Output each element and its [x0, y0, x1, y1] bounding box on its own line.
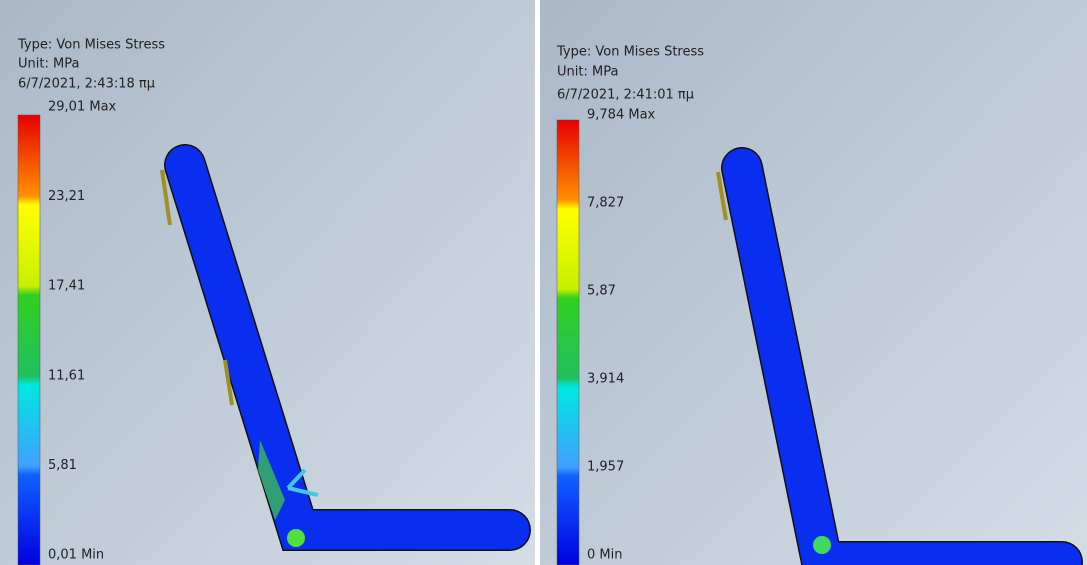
legend-label: 17,41: [48, 279, 85, 294]
legend-label: 3,914: [587, 372, 624, 387]
result-type: Type: Von Mises Stress: [556, 45, 704, 60]
result-type: Type: Von Mises Stress: [17, 38, 165, 53]
screenshot: Type: Von Mises Stress Unit: MPa 6/7/202…: [0, 0, 1087, 565]
legend-label: 9,784 Max: [587, 108, 656, 123]
legend-label: 5,81: [48, 458, 77, 473]
stress-hotspot: [813, 536, 831, 554]
legend-label: 5,87: [587, 284, 616, 299]
legend-label: 1,957: [587, 460, 624, 475]
unit: Unit: MPa: [18, 57, 79, 72]
legend-label: 0,01 Min: [48, 548, 104, 563]
legend-label: 29,01 Max: [48, 100, 117, 115]
timestamp: 6/7/2021, 2:41:01 πμ: [557, 88, 694, 103]
timestamp: 6/7/2021, 2:43:18 πμ: [18, 77, 155, 92]
page: Type: Von Mises Stress Unit: MPa 6/7/202…: [0, 0, 1087, 565]
unit: Unit: MPa: [557, 65, 618, 80]
legend-label: 0 Min: [587, 548, 622, 563]
color-scale: [557, 120, 579, 565]
legend-label: 11,61: [48, 368, 85, 383]
divider: [535, 0, 540, 565]
legend-label: 7,827: [587, 196, 624, 211]
legend-label: 23,21: [48, 189, 85, 204]
color-scale: [18, 115, 40, 565]
stress-hotspot: [287, 529, 305, 547]
